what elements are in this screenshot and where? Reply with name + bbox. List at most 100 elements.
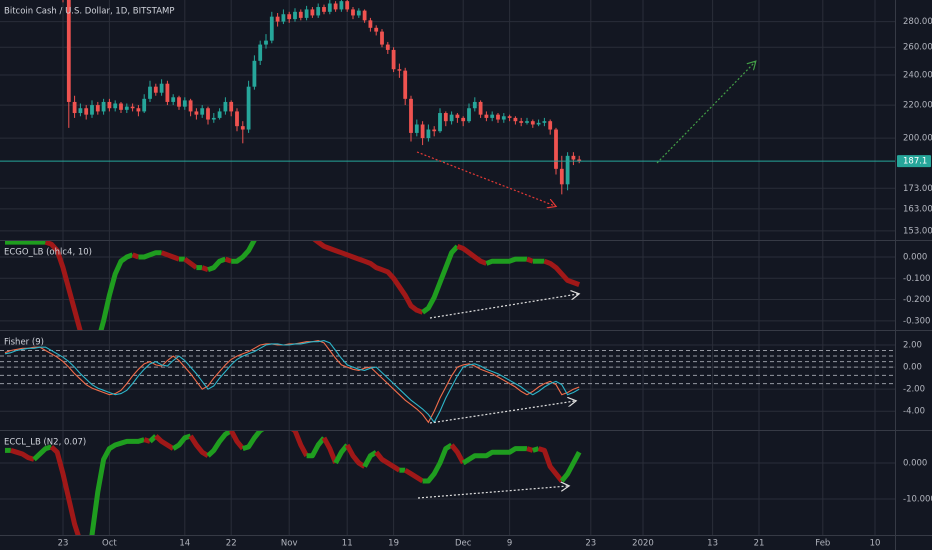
candle-body	[153, 86, 158, 93]
candle-body	[438, 113, 442, 132]
indicator-line	[290, 431, 309, 457]
candle-body	[281, 14, 286, 22]
x-tick-label: 14	[179, 539, 190, 549]
panel-title: ECCL_LB (N2, 0.07)	[4, 438, 86, 448]
candle-body	[252, 60, 257, 87]
candle-body	[542, 121, 547, 123]
candle-body	[130, 106, 135, 109]
indicator-line	[201, 265, 209, 273]
candle-body	[385, 44, 390, 50]
y-tick-label: 0.00	[903, 363, 922, 373]
label-layer: 23 Oct 14 22 Nov 11 19 Dec 9 23 2020 13 21 Feb 10 280.0…	[4, 7, 932, 549]
indicator-line	[456, 243, 488, 266]
indicator-line	[543, 258, 581, 287]
indicator-line	[422, 442, 453, 484]
y-tick-label: 260.00	[903, 43, 932, 53]
indicator-line	[49, 444, 81, 535]
indicator-line	[312, 241, 424, 315]
candle-body	[513, 117, 518, 122]
panel-marks	[0, 0, 895, 195]
x-tick-label: 22	[226, 539, 237, 549]
candle-body	[84, 108, 89, 115]
candle-body	[217, 111, 222, 118]
candle-body	[95, 105, 100, 112]
indicator-line	[183, 257, 198, 270]
indicator-line	[362, 450, 378, 468]
y-tick-label: 173.00	[903, 184, 932, 194]
x-tick-label: 13	[707, 539, 718, 549]
panel-marks	[5, 241, 581, 330]
candle-body	[484, 114, 489, 118]
candle-body	[368, 20, 373, 28]
x-tick-label: 23	[585, 539, 596, 549]
x-tick-label: Oct	[102, 539, 117, 549]
candle-body	[333, 3, 338, 10]
candle-body	[240, 126, 245, 130]
y-tick-label: 0.000	[903, 252, 927, 262]
y-tick-label: 240.00	[903, 70, 932, 80]
indicator-line	[461, 446, 527, 466]
indicator-line	[44, 241, 83, 330]
indicator-line	[532, 446, 540, 453]
candle-body	[235, 111, 239, 127]
trend-arrow	[656, 62, 755, 164]
indicator-line	[403, 468, 424, 484]
indicator-line	[228, 431, 245, 451]
indicator-line	[421, 244, 460, 315]
candle-body	[275, 16, 280, 22]
y-tick-label: -0.100	[903, 274, 930, 284]
indicator-line	[321, 436, 338, 464]
indicator-line	[449, 443, 466, 465]
indicator-line	[559, 451, 582, 483]
candle-body	[577, 159, 582, 162]
annotations	[416, 62, 755, 499]
y-tick-label: 163.00	[903, 204, 932, 214]
candle-body	[107, 101, 112, 109]
x-tick-label: Feb	[815, 539, 830, 549]
panel-title: ECGO_LB (ohlc4, 10)	[4, 248, 92, 258]
candle-body	[287, 14, 292, 20]
indicator-line	[231, 241, 257, 264]
candle-body	[171, 97, 176, 102]
x-tick-label: 2020	[632, 539, 654, 549]
candle-body	[461, 117, 466, 122]
candle-body	[391, 49, 396, 70]
candle-body	[316, 7, 321, 16]
candle-body	[246, 86, 251, 130]
indicator-line	[306, 436, 326, 459]
x-tick-label: Nov	[281, 539, 298, 549]
y-tick-label: -0.200	[903, 295, 930, 305]
x-tick-label: 10	[870, 539, 881, 549]
indicator-line	[89, 437, 145, 535]
candle-body	[310, 9, 315, 16]
indicator-line	[374, 450, 401, 473]
candle-body	[559, 168, 564, 185]
candle-body	[194, 111, 199, 115]
candle-body	[258, 44, 263, 61]
candle-body	[211, 117, 216, 120]
candle-body	[414, 124, 419, 133]
indicator-line	[333, 443, 350, 465]
candle-body	[293, 11, 297, 20]
candle-body	[159, 83, 164, 93]
candle-body	[66, 0, 71, 102]
candle-body	[490, 114, 495, 118]
x-tick-label: Dec	[455, 539, 472, 549]
candle-body	[554, 129, 558, 169]
candle-body	[536, 122, 541, 125]
candle-body	[229, 101, 234, 112]
candle-body	[136, 108, 141, 112]
candle-body	[530, 121, 535, 125]
trend-arrow	[429, 401, 575, 424]
y-tick-label: 2.00	[903, 341, 922, 351]
candle-body	[182, 100, 187, 107]
candle-body	[455, 114, 460, 118]
y-tick-label: -4.00	[903, 407, 925, 417]
candle-body	[223, 101, 228, 112]
candle-body	[478, 101, 483, 115]
candle-body	[269, 16, 274, 41]
candle-body	[322, 7, 326, 12]
indicator-line	[143, 437, 151, 444]
